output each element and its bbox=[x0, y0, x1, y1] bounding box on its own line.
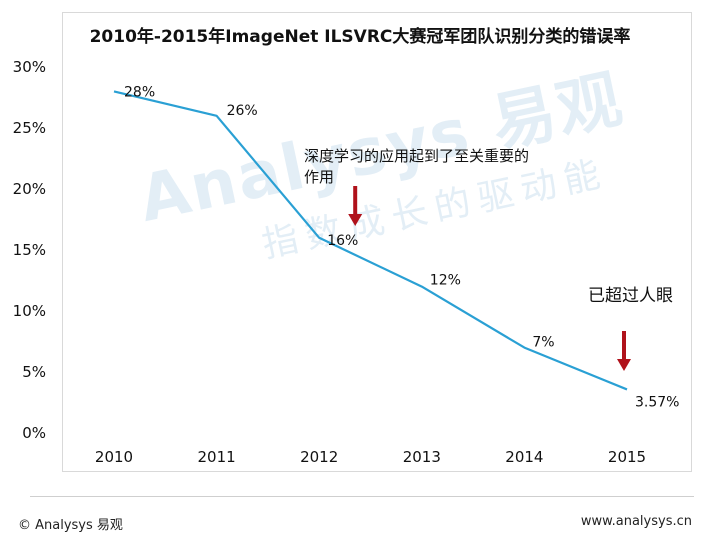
x-tick-label: 2010 bbox=[95, 448, 133, 466]
y-tick-label: 10% bbox=[13, 302, 46, 320]
annotation-arrow-head bbox=[348, 214, 363, 226]
annotation-deep-learning: 深度学习的应用起到了至关重要的作用 bbox=[304, 147, 530, 186]
series-line bbox=[113, 90, 628, 391]
footer-copyright: © Analysys 易观 bbox=[18, 518, 123, 533]
x-tick-label: 2013 bbox=[403, 448, 441, 466]
x-tick-label: 2012 bbox=[300, 448, 338, 466]
y-tick-label: 20% bbox=[13, 180, 46, 198]
chart-title: 2010年-2015年ImageNet ILSVRC大赛冠军团队识别分类的错误率 bbox=[89, 27, 631, 47]
y-tick-label: 30% bbox=[13, 58, 46, 76]
data-label: 7% bbox=[532, 335, 554, 351]
data-label: 26% bbox=[227, 103, 258, 119]
data-label: 16% bbox=[327, 233, 358, 249]
annotation-surpass-human: 已超过人眼 bbox=[588, 286, 673, 306]
y-tick-label: 5% bbox=[22, 363, 46, 381]
x-tick-label: 2011 bbox=[198, 448, 236, 466]
x-tick-label: 2015 bbox=[608, 448, 646, 466]
footer-divider bbox=[30, 496, 694, 497]
y-tick-label: 0% bbox=[22, 424, 46, 442]
data-label: 12% bbox=[430, 273, 461, 289]
footer-url: www.analysys.cn bbox=[580, 514, 692, 529]
annotation-arrow-head bbox=[617, 359, 631, 371]
data-label: 3.57% bbox=[635, 394, 679, 410]
data-label: 28% bbox=[124, 84, 155, 100]
chart-frame bbox=[62, 12, 692, 472]
y-tick-label: 15% bbox=[13, 241, 46, 259]
x-tick-label: 2014 bbox=[505, 448, 543, 466]
y-tick-label: 25% bbox=[13, 119, 46, 137]
